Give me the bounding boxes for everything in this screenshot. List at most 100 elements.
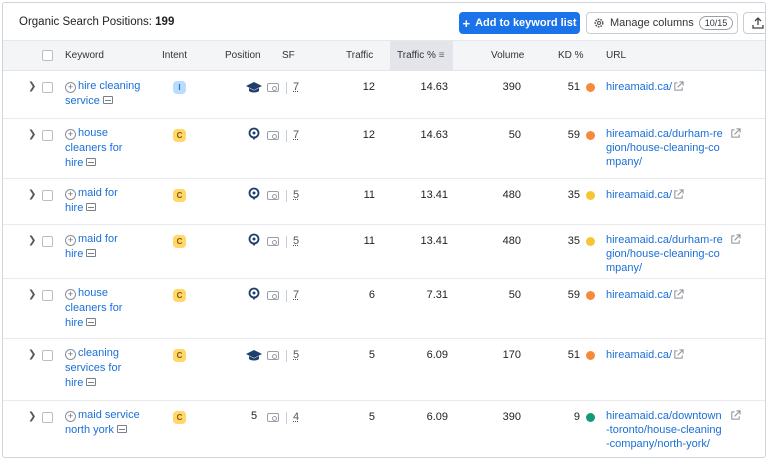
serp-snapshot-icon[interactable]	[86, 318, 97, 326]
serp-features-icon[interactable]	[267, 351, 279, 360]
table-header: Keyword Intent Position SF Traffic Traff…	[3, 41, 765, 71]
traffic-value: 11	[363, 235, 375, 247]
col-sf[interactable]: SF	[282, 50, 295, 61]
expand-chevron-icon[interactable]: ❯	[28, 289, 37, 300]
divider	[286, 350, 287, 362]
col-traffic-pct[interactable]: Traffic % ≡	[397, 50, 445, 61]
serp-snapshot-icon[interactable]	[86, 203, 97, 211]
serp-snapshot-icon[interactable]	[102, 96, 113, 104]
kd-value: 35	[567, 235, 580, 247]
table-row: ❯ + cleaning services for hire C 5 5 6.09…	[3, 339, 765, 401]
row-checkbox[interactable]	[42, 236, 53, 247]
traffic-pct-value: 14.63	[420, 81, 448, 93]
add-keyword-icon[interactable]: +	[65, 289, 76, 300]
kd-value: 35	[567, 189, 580, 201]
expand-chevron-icon[interactable]: ❯	[28, 81, 37, 92]
select-all-checkbox[interactable]	[42, 50, 53, 61]
row-checkbox[interactable]	[42, 82, 53, 93]
export-button[interactable]	[743, 12, 765, 34]
url-link[interactable]: hireamaid.ca/durham-region/house-cleanin…	[606, 128, 723, 168]
keyword-link[interactable]: + hire cleaning service	[65, 79, 145, 109]
expand-chevron-icon[interactable]: ❯	[28, 129, 37, 140]
sf-count[interactable]: 7	[293, 289, 300, 301]
kd-difficulty-dot	[586, 83, 595, 92]
plus-icon: +	[462, 15, 471, 31]
serp-features-icon[interactable]	[267, 413, 279, 422]
sf-count[interactable]: 7	[293, 129, 300, 141]
keyword-link[interactable]: + maid for hire	[65, 232, 129, 262]
graduation-cap-icon	[246, 82, 262, 93]
expand-chevron-icon[interactable]: ❯	[28, 349, 37, 360]
url-link[interactable]: hireamaid.ca/	[606, 289, 673, 301]
sf-count[interactable]: 5	[293, 235, 300, 247]
add-keyword-icon[interactable]: +	[65, 235, 76, 246]
sf-count[interactable]: 4	[293, 411, 300, 423]
serp-features-icon[interactable]	[267, 237, 279, 246]
external-link-icon[interactable]	[673, 189, 684, 200]
col-traffic[interactable]: Traffic	[346, 50, 374, 61]
traffic-value: 5	[368, 411, 375, 423]
keyword-text: maid for hire	[65, 187, 118, 214]
external-link-icon[interactable]	[730, 410, 741, 421]
sf-count[interactable]: 5	[293, 189, 300, 201]
external-link-icon[interactable]	[673, 289, 684, 300]
keyword-link[interactable]: + house cleaners for hire	[65, 286, 141, 331]
volume-value: 390	[502, 81, 521, 93]
add-keyword-icon[interactable]: +	[65, 82, 76, 93]
col-url[interactable]: URL	[606, 50, 627, 61]
keyword-text: house cleaners for hire	[65, 127, 123, 169]
url-link[interactable]: hireamaid.ca/	[606, 349, 673, 361]
serp-snapshot-icon[interactable]	[86, 378, 97, 386]
keyword-link[interactable]: + cleaning services for hire	[65, 346, 141, 391]
col-kd[interactable]: KD %	[558, 50, 584, 61]
serp-snapshot-icon[interactable]	[86, 158, 97, 166]
url-link[interactable]: hireamaid.ca/durham-region/house-cleanin…	[606, 234, 723, 274]
row-checkbox[interactable]	[42, 350, 53, 361]
intent-badge: C	[173, 349, 186, 362]
sf-count[interactable]: 5	[293, 349, 300, 361]
expand-chevron-icon[interactable]: ❯	[28, 189, 37, 200]
keyword-link[interactable]: + house cleaners for hire	[65, 126, 141, 171]
external-link-icon[interactable]	[730, 128, 741, 139]
col-intent[interactable]: Intent	[162, 50, 188, 61]
table-row: ❯ + hire cleaning service I 7 12 14.63 39…	[3, 71, 765, 119]
add-keyword-icon[interactable]: +	[65, 189, 76, 200]
add-keyword-icon[interactable]: +	[65, 129, 76, 140]
keyword-link[interactable]: + maid for hire	[65, 186, 129, 216]
expand-chevron-icon[interactable]: ❯	[28, 411, 37, 422]
url-link[interactable]: hireamaid.ca/	[606, 189, 673, 201]
external-link-icon[interactable]	[673, 349, 684, 360]
col-position[interactable]: Position	[225, 50, 261, 61]
col-keyword[interactable]: Keyword	[65, 50, 104, 61]
row-checkbox[interactable]	[42, 130, 53, 141]
external-link-icon[interactable]	[673, 81, 684, 92]
url-link[interactable]: hireamaid.ca/downtown-toronto/house-clea…	[606, 410, 722, 450]
intent-badge: C	[173, 129, 186, 142]
kd-value: 59	[567, 129, 580, 141]
serp-snapshot-icon[interactable]	[86, 249, 97, 257]
kd-value: 9	[573, 411, 580, 423]
location-pin-icon	[248, 187, 260, 200]
columns-count-badge: 10/15	[698, 16, 734, 30]
url-link[interactable]: hireamaid.ca/	[606, 81, 673, 93]
add-to-keyword-list-button[interactable]: + Add to keyword list	[459, 12, 580, 34]
volume-value: 170	[502, 349, 521, 361]
serp-features-icon[interactable]	[267, 191, 279, 200]
serp-features-icon[interactable]	[267, 131, 279, 140]
keyword-link[interactable]: + maid service north york	[65, 408, 155, 438]
serp-snapshot-icon[interactable]	[116, 425, 127, 433]
external-link-icon[interactable]	[730, 234, 741, 245]
serp-features-icon[interactable]	[267, 83, 279, 92]
col-volume[interactable]: Volume	[491, 50, 525, 61]
row-checkbox[interactable]	[42, 412, 53, 423]
row-checkbox[interactable]	[42, 290, 53, 301]
serp-features-icon[interactable]	[267, 291, 279, 300]
add-keyword-icon[interactable]: +	[65, 411, 76, 422]
sf-count[interactable]: 7	[293, 81, 300, 93]
add-keyword-icon[interactable]: +	[65, 349, 76, 360]
expand-chevron-icon[interactable]: ❯	[28, 235, 37, 246]
row-checkbox[interactable]	[42, 190, 53, 201]
manage-columns-button[interactable]: Manage columns 10/15	[586, 12, 738, 34]
location-pin-icon	[248, 233, 260, 246]
